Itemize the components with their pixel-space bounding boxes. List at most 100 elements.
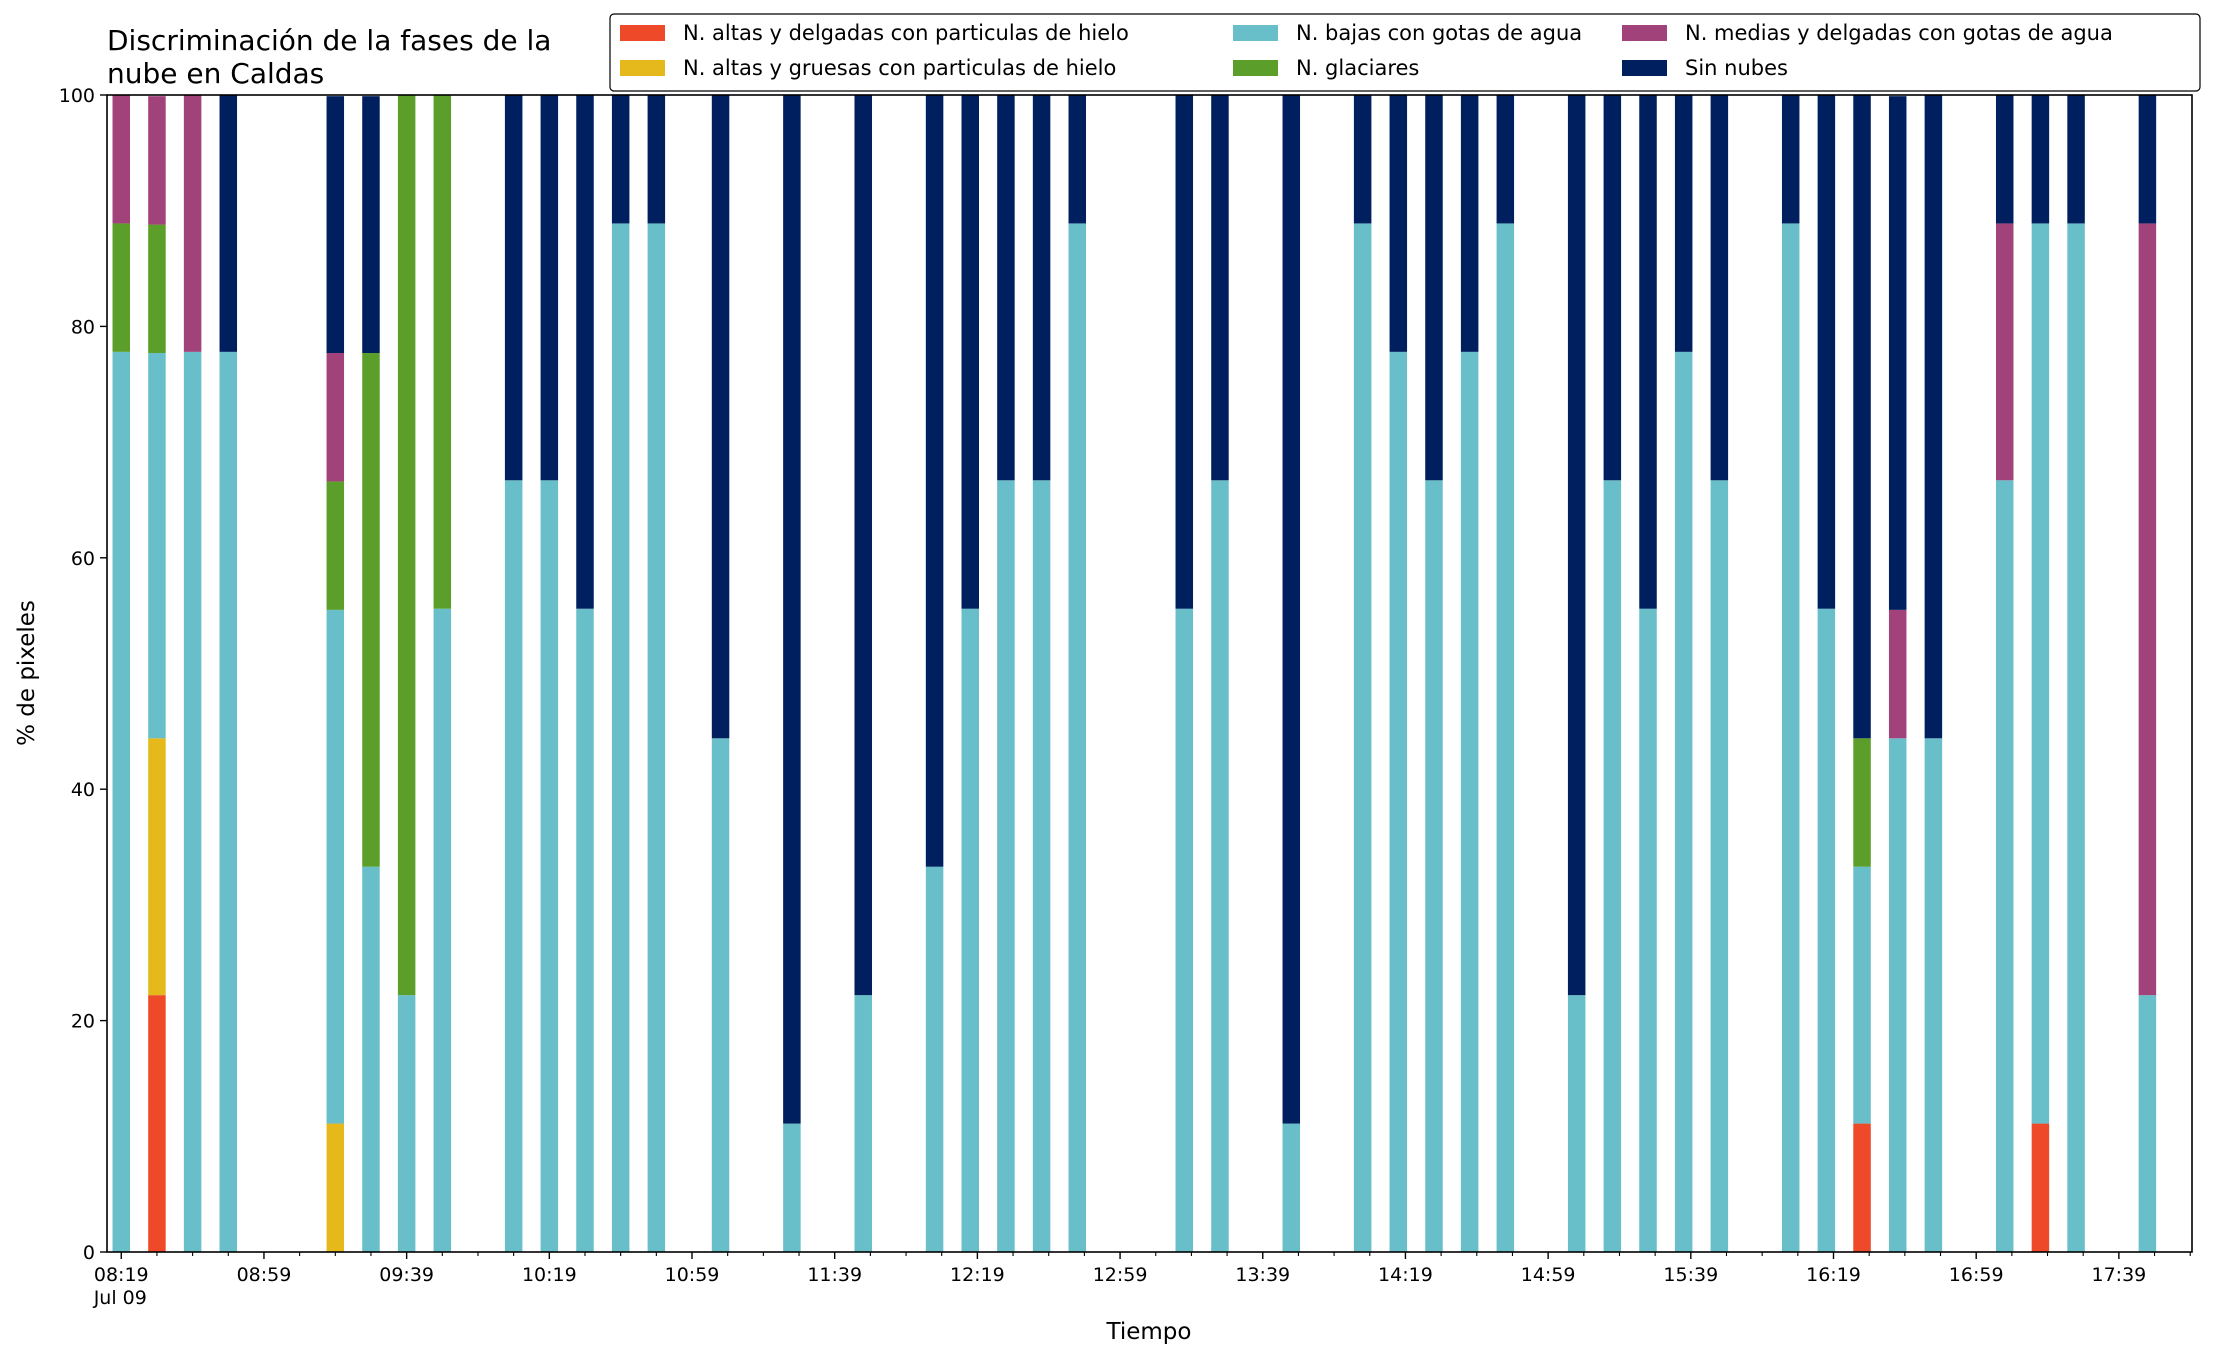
x-tick-label-1619: 16:19 <box>1806 1264 1861 1286</box>
bar-segment-sin_nubes-1107 <box>711 95 730 739</box>
bar-segment-bajas-1437 <box>1460 351 1479 1253</box>
bar-segment-glaciares-0819 <box>112 223 131 352</box>
bar-segment-bajas-1049 <box>647 223 666 1253</box>
bar-segment-bajas-1627 <box>1853 866 1871 1124</box>
bar-segment-bajas-1217 <box>961 608 979 1252</box>
y-tick-label-80: 80 <box>71 316 95 338</box>
bar-segment-sin_nubes-1427 <box>1425 95 1443 481</box>
y-tick-label-100: 100 <box>59 85 95 107</box>
bar-segment-bajas-1207 <box>925 866 944 1252</box>
x-tick-label-1219: 12:19 <box>950 1264 1005 1286</box>
bar-segment-sin_nubes-1227 <box>997 95 1015 481</box>
bar-segment-sin_nubes-1009 <box>504 95 523 481</box>
y-tick-label-40: 40 <box>71 779 95 801</box>
bar-segment-sin_nubes-1327 <box>1211 95 1229 481</box>
bar-segment-sin_nubes-1207 <box>925 95 944 867</box>
bar-segment-bajas-1039 <box>611 223 630 1253</box>
bar-segment-medias-1707 <box>1995 223 2014 481</box>
bar-segment-bajas-1527 <box>1639 608 1657 1252</box>
bar-segment-bajas-1747 <box>2138 995 2157 1252</box>
bar-segment-sin_nubes-1237 <box>1032 95 1051 481</box>
chart-title-line-2: nube en Caldas <box>107 57 324 90</box>
bar-segment-bajas-1607 <box>1781 223 1800 1253</box>
bar-segment-bajas-0849 <box>219 351 238 1253</box>
bar-segment-glaciares-0919 <box>326 481 345 610</box>
bar-segment-sin_nubes-1247 <box>1068 95 1087 224</box>
x-tick-label-1419: 14:19 <box>1378 1264 1433 1286</box>
bar-segment-bajas-1347 <box>1282 1123 1301 1252</box>
x-tick-label-1059: 10:59 <box>665 1264 720 1286</box>
legend-swatch-medias <box>1622 25 1667 41</box>
bar-segment-sin_nubes-1547 <box>1710 95 1729 481</box>
bar-segment-medias-0819 <box>112 95 131 224</box>
bar-segment-sin_nubes-1527 <box>1639 95 1657 609</box>
bar-segment-bajas-1537 <box>1674 351 1693 1253</box>
bar-segment-bajas-1127 <box>783 1123 801 1252</box>
bar-segment-sin_nubes-1127 <box>783 95 801 1124</box>
x-tick-label-0859: 08:59 <box>237 1264 292 1286</box>
bar-segment-medias-0919 <box>326 353 345 482</box>
bar-segment-medias-1637 <box>1888 609 1907 739</box>
legend-label-altas_gruesas: N. altas y gruesas con particulas de hie… <box>683 56 1116 80</box>
plot-frame <box>106 94 2193 1253</box>
x-tick-label-1659: 16:59 <box>1949 1264 2004 1286</box>
x-tick-label-1259: 12:59 <box>1093 1264 1148 1286</box>
bar-segment-sin_nubes-1049 <box>647 95 666 224</box>
y-tick-label-0: 0 <box>83 1242 95 1264</box>
bar-segment-bajas-1147 <box>854 995 872 1252</box>
y-tick-label-60: 60 <box>71 548 95 570</box>
bar-segment-bajas-1327 <box>1211 480 1229 1252</box>
bar-segment-medias-0829 <box>148 96 166 225</box>
bar-segment-sin_nubes-1317 <box>1175 95 1194 609</box>
bar-segment-glaciares-1627 <box>1853 738 1871 867</box>
bar-segment-sin_nubes-1347 <box>1282 95 1301 1124</box>
bar-segment-sin_nubes-1637 <box>1888 96 1907 610</box>
bar-segment-sin_nubes-1039 <box>611 95 630 224</box>
bar-segment-medias-1747 <box>2138 223 2157 996</box>
legend-swatch-altas_gruesas <box>620 60 665 76</box>
bar-segment-medias-0839 <box>183 95 202 352</box>
bar-segment-bajas-1009 <box>504 480 523 1252</box>
bar-segment-bajas-1447 <box>1496 223 1515 1253</box>
bar-segment-bajas-0929 <box>362 866 380 1252</box>
legend: N. altas y delgadas con particulas de hi… <box>609 13 2201 92</box>
bar-segment-glaciares-0949 <box>433 95 452 609</box>
bar-segment-bajas-1707 <box>1995 480 2014 1252</box>
bar-segment-bajas-0939 <box>397 995 416 1252</box>
bar-segment-glaciares-0929 <box>362 353 380 867</box>
bar-segment-sin_nubes-1537 <box>1674 95 1693 352</box>
bar-segment-bajas-1647 <box>1924 738 1943 1252</box>
bar-segment-sin_nubes-1417 <box>1389 95 1408 352</box>
bar-segment-bajas-1317 <box>1175 608 1194 1252</box>
bar-segment-sin_nubes-1029 <box>576 95 594 609</box>
bar-segment-sin_nubes-1617 <box>1817 95 1836 609</box>
bar-segment-altas_gruesas-0829 <box>148 738 166 996</box>
legend-label-altas_delgadas: N. altas y delgadas con particulas de hi… <box>683 21 1129 45</box>
x-tick-label-1139: 11:39 <box>807 1264 862 1286</box>
bar-segment-bajas-1247 <box>1068 223 1087 1253</box>
bar-segment-sin_nubes-1437 <box>1460 95 1479 352</box>
x-tick-label-0819: 08:19 <box>94 1264 149 1286</box>
bar-segment-sin_nubes-1747 <box>2138 95 2157 224</box>
bar-segment-altas_gruesas-0919 <box>326 1123 345 1252</box>
bar-segment-sin_nubes-1147 <box>854 95 872 996</box>
x-tick-label-1459: 14:59 <box>1521 1264 1576 1286</box>
y-tick-label-20: 20 <box>71 1011 95 1033</box>
bar-segment-sin_nubes-1407 <box>1353 95 1372 224</box>
legend-swatch-altas_delgadas <box>620 25 665 41</box>
x-tick-label-1339: 13:39 <box>1235 1264 1290 1286</box>
bar-segment-sin_nubes-1647 <box>1924 95 1943 739</box>
y-axis: 0 20 40 60 80 100 <box>59 85 107 1264</box>
bar-segment-sin_nubes-1707 <box>1995 95 2014 224</box>
bar-segment-sin_nubes-0929 <box>362 96 380 354</box>
y-axis-label: % de pixeles <box>14 600 40 746</box>
bar-segment-bajas-1227 <box>997 480 1015 1252</box>
bar-segment-sin_nubes-0849 <box>219 95 238 352</box>
bar-segment-bajas-1237 <box>1032 480 1051 1252</box>
legend-label-sin_nubes: Sin nubes <box>1685 56 1788 80</box>
bar-segment-altas_delgadas-1717 <box>2031 1123 2050 1252</box>
legend-swatch-bajas <box>1233 25 1278 41</box>
x-tick-sublabel-date: Jul 09 <box>93 1287 147 1309</box>
bar-segment-bajas-1029 <box>576 608 594 1252</box>
